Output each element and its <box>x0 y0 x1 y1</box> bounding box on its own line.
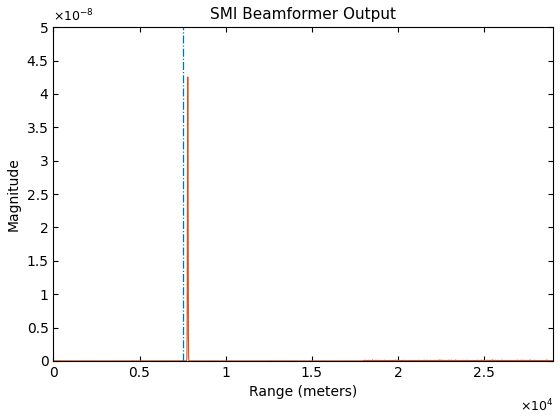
X-axis label: Range (meters): Range (meters) <box>249 385 357 399</box>
Y-axis label: Magnitude: Magnitude <box>7 157 21 231</box>
Title: SMI Beamformer Output: SMI Beamformer Output <box>210 7 396 22</box>
Text: $\times10^{-8}$: $\times10^{-8}$ <box>53 7 94 24</box>
Text: $\times10^{4}$: $\times10^{4}$ <box>520 398 553 414</box>
